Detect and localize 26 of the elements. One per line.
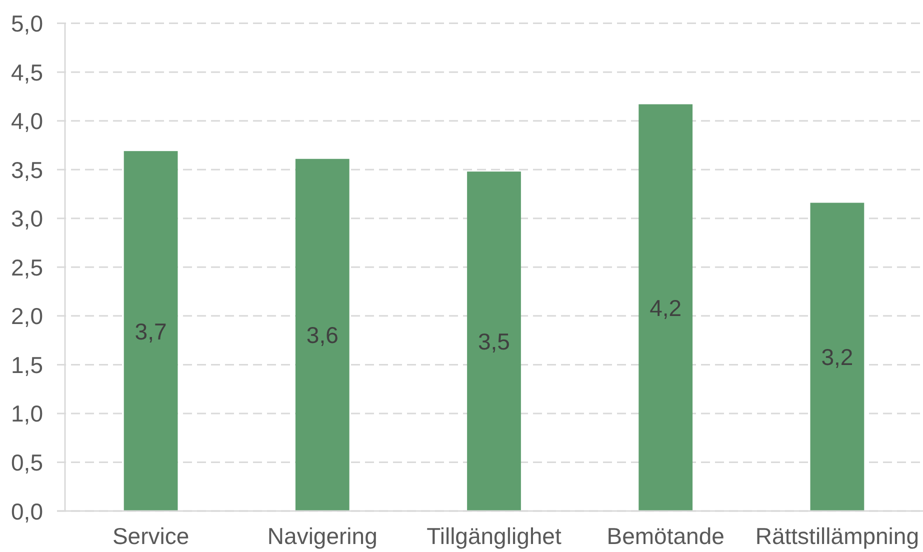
y-tick-label: 4,5 bbox=[11, 59, 43, 86]
y-tick-label: 3,0 bbox=[11, 206, 43, 232]
x-tick-label: Tillgänglighet bbox=[426, 523, 562, 549]
y-tick-label: 4,0 bbox=[11, 108, 43, 134]
bar bbox=[124, 151, 178, 511]
data-label: 3,5 bbox=[478, 328, 510, 355]
x-tick-label: Rättstillämpning bbox=[755, 523, 920, 549]
bar bbox=[638, 104, 693, 511]
y-tick-label: 2,5 bbox=[11, 254, 43, 280]
bar bbox=[810, 202, 864, 511]
x-tick-label: Bemötande bbox=[606, 523, 724, 549]
y-tick-label: 3,5 bbox=[11, 156, 43, 183]
data-label: 4,2 bbox=[650, 294, 682, 321]
y-tick-label: 0,0 bbox=[11, 498, 43, 524]
data-label: 3,6 bbox=[306, 322, 338, 348]
bar bbox=[467, 172, 521, 511]
x-tick-label: Navigering bbox=[267, 523, 378, 549]
y-tick-label: 1,0 bbox=[11, 400, 43, 427]
y-tick-label: 2,0 bbox=[11, 303, 43, 330]
y-tick-label: 0,5 bbox=[11, 450, 43, 476]
y-tick-label: 1,5 bbox=[11, 352, 43, 378]
y-tick-label: 5,0 bbox=[11, 10, 43, 37]
data-label: 3,2 bbox=[821, 344, 854, 370]
data-label: 3,7 bbox=[134, 318, 167, 344]
bar bbox=[295, 158, 350, 511]
x-tick-label: Service bbox=[112, 523, 190, 549]
